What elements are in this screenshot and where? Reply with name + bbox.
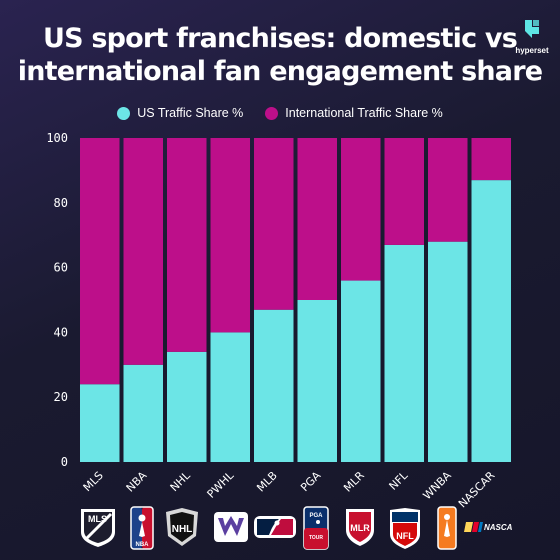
x-tick-label: NFL bbox=[387, 468, 411, 492]
bar-us-segment bbox=[167, 351, 207, 462]
x-tick-label: NHL bbox=[168, 468, 194, 494]
x-tick-label: PGA bbox=[298, 469, 324, 495]
bar-us-segment bbox=[471, 180, 511, 462]
x-tick-label: NBA bbox=[124, 469, 150, 495]
svg-text:NBA: NBA bbox=[136, 542, 150, 548]
bar-us-segment bbox=[297, 300, 337, 462]
pwhl-logo-icon bbox=[213, 506, 249, 553]
legend-item-international: International Traffic Share % bbox=[265, 106, 443, 120]
y-tick-label: 20 bbox=[54, 390, 68, 404]
nascar-logo-icon: NASCAR bbox=[464, 506, 518, 553]
x-tick-label: PWHL bbox=[205, 468, 237, 500]
bar-international-segment bbox=[341, 138, 381, 281]
hyperset-logo-icon bbox=[525, 20, 539, 38]
svg-text:NHL: NHL bbox=[172, 524, 193, 535]
svg-text:TOUR: TOUR bbox=[309, 535, 323, 541]
nfl-logo-icon: NFL bbox=[388, 506, 422, 555]
x-tick-label: MLS bbox=[81, 469, 106, 494]
bar-us-segment bbox=[254, 309, 294, 462]
chart-title-line: US sport franchises: domestic vs bbox=[42, 23, 518, 54]
x-tick-label: MLB bbox=[254, 469, 280, 495]
chart-legend: US Traffic Share % International Traffic… bbox=[0, 106, 560, 120]
x-tick-label: WNBA bbox=[421, 469, 455, 503]
chart-title-line: international fan engagement share bbox=[17, 56, 543, 87]
brand-logo[interactable]: hyperset bbox=[510, 18, 554, 55]
bar-international-segment bbox=[210, 138, 250, 333]
bar-international-segment bbox=[254, 138, 294, 310]
y-tick-label: 0 bbox=[61, 455, 68, 469]
bar-international-segment bbox=[471, 138, 511, 181]
y-tick-label: 100 bbox=[46, 131, 68, 145]
mlr-logo-icon: MLR bbox=[342, 506, 378, 553]
bar-international-segment bbox=[80, 138, 120, 385]
bar-international-segment bbox=[167, 138, 207, 352]
bar-international-segment bbox=[297, 138, 337, 300]
legend-swatch-international bbox=[265, 106, 279, 120]
bar-us-segment bbox=[428, 241, 468, 462]
y-tick-label: 60 bbox=[54, 261, 68, 275]
pga-tour-logo-icon: PGA TOUR bbox=[303, 506, 329, 555]
y-tick-label: 80 bbox=[54, 196, 68, 210]
bar-us-segment bbox=[210, 332, 250, 462]
legend-swatch-us bbox=[117, 106, 131, 120]
svg-text:NASCAR: NASCAR bbox=[484, 523, 512, 532]
bar-us-segment bbox=[341, 280, 381, 462]
y-tick-label: 40 bbox=[54, 325, 68, 339]
bar-us-segment bbox=[123, 364, 163, 462]
legend-label-us: US Traffic Share % bbox=[137, 106, 244, 120]
nhl-logo-icon: NHL bbox=[164, 506, 200, 553]
legend-item-us: US Traffic Share % bbox=[117, 106, 243, 120]
bar-us-segment bbox=[384, 244, 424, 462]
x-tick-label: NASCAR bbox=[456, 469, 498, 511]
bar-international-segment bbox=[384, 138, 424, 245]
svg-text:NFL: NFL bbox=[396, 531, 414, 541]
bar-international-segment bbox=[428, 138, 468, 242]
bar-international-segment bbox=[123, 138, 163, 365]
nba-logo-icon: NBA bbox=[130, 506, 154, 555]
mls-logo-icon: MLS bbox=[77, 506, 119, 553]
bar-us-segment bbox=[80, 384, 120, 462]
svg-text:PGA: PGA bbox=[309, 513, 323, 519]
svg-text:MLR: MLR bbox=[350, 523, 370, 533]
brand-name: hyperset bbox=[515, 46, 549, 55]
svg-text:MLS: MLS bbox=[88, 514, 107, 524]
x-tick-label: MLR bbox=[341, 469, 367, 495]
wnba-logo-icon bbox=[437, 506, 457, 555]
mlb-logo-icon bbox=[253, 506, 297, 553]
chart-title: US sport franchises: domestic vs internat… bbox=[0, 22, 560, 88]
legend-label-international: International Traffic Share % bbox=[285, 106, 443, 120]
